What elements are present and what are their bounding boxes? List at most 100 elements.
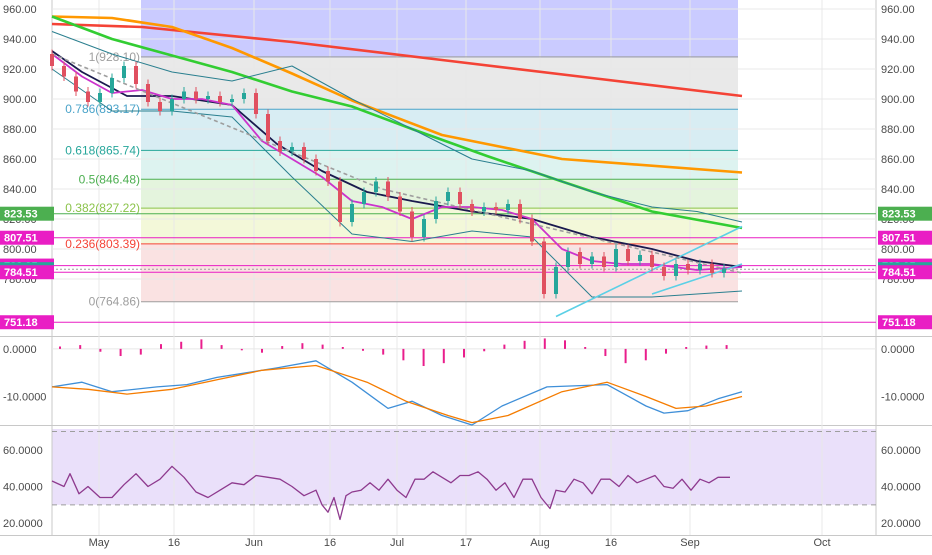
price-tag-label-right: 807.51 [882,233,916,245]
price-tag-label-right: 751.18 [882,317,916,329]
candle-body [590,256,594,264]
y-tick-label-right: 940.00 [881,34,915,46]
candle-body [122,66,126,78]
fib-label: 0.618(865.74) [65,143,140,157]
price-tag-label-left: 823.53 [4,209,38,221]
price-tag-right [878,315,932,330]
rsi-tick-label-left: 60.0000 [3,445,43,457]
y-tick-label-right: 920.00 [881,64,915,76]
candle-body [362,192,366,204]
x-tick-label: Oct [813,537,830,549]
candle-body [110,78,114,93]
price-tag-right [878,206,932,221]
y-tick-label-left: 920.00 [3,64,37,76]
y-tick-label-left: 800.00 [3,244,37,256]
candle-body [422,219,426,237]
fib-label: 0.5(846.48) [79,172,140,186]
y-tick-label-left: 840.00 [3,184,37,196]
x-tick-label: 17 [460,537,472,549]
candle-body [602,256,606,267]
macd-line [51,360,743,426]
candle-body [554,267,558,294]
macd-tick-label-right: -10.0000 [881,391,924,403]
candle-body [182,91,186,99]
price-tag-label-left: 784.51 [4,267,38,279]
rsi-tick-label-right: 60.0000 [881,445,921,457]
candle-body [350,204,354,222]
candle-body [638,255,642,261]
candle-body [74,76,78,92]
y-tick-label-left: 860.00 [3,154,37,166]
candle-body [698,264,702,270]
candle-body [134,66,138,84]
price-tag-right [878,265,932,280]
x-tick-label: 16 [168,537,180,549]
candle-body [650,255,654,267]
candle-body [50,54,54,66]
candle-body [158,102,162,111]
candle-body [686,264,690,270]
y-tick-label-left: 960.00 [3,4,37,16]
fib-label: 1(928.10) [89,50,140,64]
x-tick-label: May [89,537,110,549]
candle-body [674,264,678,276]
x-tick-label: Jul [390,537,404,549]
x-tick-label: 16 [605,537,617,549]
ma-line [51,50,743,268]
rsi-band [52,429,876,505]
price-tag-label-right: 823.53 [882,209,916,221]
price-tag-right [878,230,932,245]
candle-body [482,207,486,212]
candle-body [230,99,234,102]
candle-body [506,204,510,210]
trend-line [51,53,743,274]
x-tick-label: 16 [324,537,336,549]
candle-body [266,114,270,141]
price-tag-label-right: 784.51 [882,267,916,279]
candle-body [326,171,330,182]
candle-body [314,159,318,171]
fib-zone-top [141,0,738,58]
fib-label: 0(764.86) [89,295,140,309]
candle-body [62,66,66,77]
candle-body [98,93,102,102]
candle-body [254,93,258,114]
ma-line [51,15,743,174]
rsi-tick-label-right: 40.0000 [881,482,921,494]
y-tick-label-right: 800.00 [881,244,915,256]
candle-body [518,204,522,219]
candle-body [194,91,198,99]
candle-body [710,264,714,273]
y-tick-label-left: 940.00 [3,34,37,46]
price-tag-left [0,315,54,330]
macd-tick-label-left: 0.0000 [3,344,37,356]
y-tick-label-right: 860.00 [881,154,915,166]
trend-line [555,225,743,318]
x-tick-label: Aug [530,537,550,549]
ma-line [51,22,743,98]
rsi-tick-label-left: 20.0000 [3,518,43,530]
candle-body [86,91,90,102]
price-tag-left [0,206,54,221]
fib-zone [141,179,738,209]
price-tag-left [0,265,54,280]
candle-body [542,241,546,294]
candle-body [446,192,450,201]
fib-label: 0.382(827.22) [65,201,140,215]
candle-body [566,252,570,267]
candle-body [578,252,582,264]
candle-body [302,147,306,159]
candle-body [290,147,294,152]
rsi-line [51,465,730,521]
y-tick-label-right: 900.00 [881,94,915,106]
candle-body [146,84,150,102]
y-tick-label-right: 960.00 [881,4,915,16]
candle-body [434,201,438,219]
fib-label: 0.786(893.17) [65,102,140,116]
candle-body [386,181,390,197]
price-tag-left [0,230,54,245]
candle-body [410,211,414,237]
rsi-tick-label-left: 40.0000 [3,482,43,494]
